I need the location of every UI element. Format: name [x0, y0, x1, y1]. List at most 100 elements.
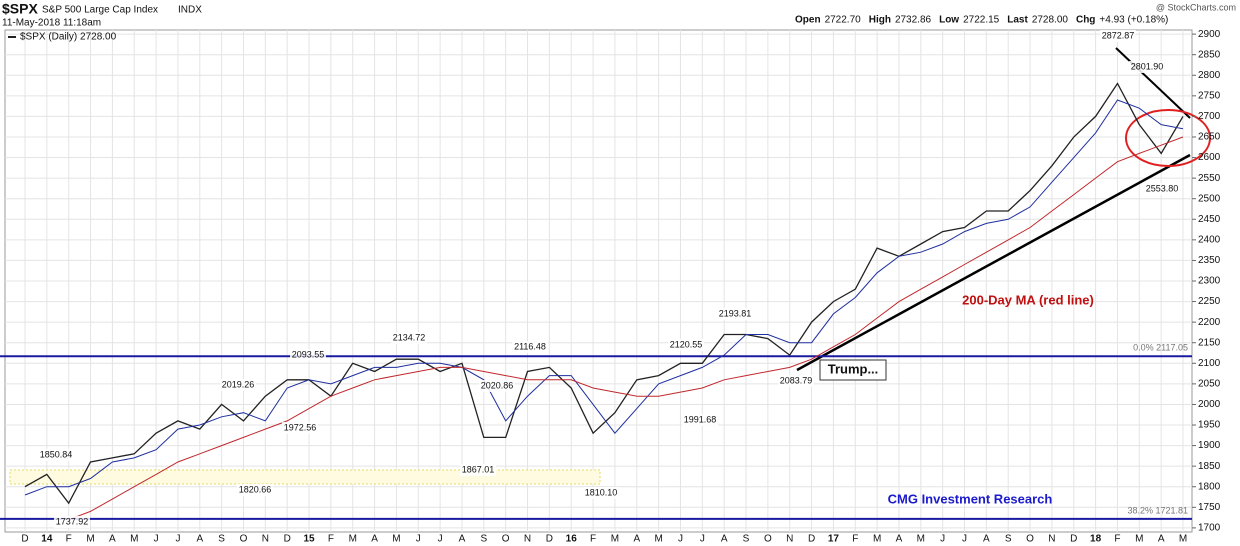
index-name: S&P 500 Large Cap Index [42, 5, 158, 16]
y-tick-label: 1900 [1198, 440, 1221, 451]
y-tick-label: 2250 [1198, 296, 1221, 307]
x-tick-label: D [1070, 534, 1077, 545]
x-tick-label: D [808, 534, 815, 545]
x-tick-label: 17 [828, 534, 840, 545]
x-tick-label: O [1026, 534, 1034, 545]
y-tick-label: 2350 [1198, 255, 1221, 266]
x-tick-label: D [284, 534, 291, 545]
quote-label: Chg [1076, 15, 1095, 26]
annotation: 1850.84 [40, 449, 73, 459]
x-tick-label: A [983, 534, 990, 545]
x-tick-label: M [86, 534, 94, 545]
annotation: 1972.56 [284, 422, 317, 432]
x-tick-label: F [328, 534, 334, 545]
x-tick-label: J [700, 534, 705, 545]
x-tick-label: M [1179, 534, 1187, 545]
horizontal-line-label: 0.0% 2117.05 [1133, 343, 1188, 353]
y-tick-label: 1950 [1198, 420, 1221, 431]
x-tick-label: A [109, 534, 116, 545]
x-tick-label: M [1135, 534, 1143, 545]
x-tick-label: J [154, 534, 159, 545]
annotation-bg [778, 375, 814, 387]
y-tick-label: 2500 [1198, 193, 1221, 204]
annotation: 2083.79 [780, 375, 813, 385]
y-tick-label: 2050 [1198, 379, 1221, 390]
x-tick-label: N [524, 534, 531, 545]
annotation: 2193.81 [719, 308, 752, 318]
x-tick-label: N [786, 534, 793, 545]
date: 11-May-2018 11:18am [2, 18, 101, 29]
x-tick-label: A [1158, 534, 1165, 545]
annotation: 2120.55 [670, 339, 703, 349]
quote-label: Low [939, 15, 959, 26]
x-tick-label: J [416, 534, 421, 545]
x-tick-label: M [873, 534, 881, 545]
annotation-bg [479, 380, 515, 392]
y-tick-label: 2650 [1198, 132, 1221, 143]
x-tick-label: J [438, 534, 443, 545]
highlight-ellipse [1125, 109, 1211, 167]
annotation-bg [290, 349, 326, 361]
x-tick-label: A [459, 534, 466, 545]
annotation-bg [220, 379, 256, 391]
x-tick-label: N [262, 534, 269, 545]
annotation-bg [38, 449, 74, 461]
callout: Trump... [828, 361, 879, 376]
y-tick-label: 2300 [1198, 276, 1221, 287]
x-tick-label: J [962, 534, 967, 545]
x-tick-label: M [349, 534, 357, 545]
x-tick-label: O [240, 534, 248, 545]
x-tick-label: J [175, 534, 180, 545]
source: @ StockCharts.com [1156, 2, 1236, 12]
x-tick-label: D [21, 534, 28, 545]
x-tick-label: F [66, 534, 72, 545]
x-tick-label: A [633, 534, 640, 545]
y-tick-label: 1700 [1198, 523, 1221, 534]
annotation: 2020.86 [481, 380, 514, 390]
annotation: 1991.68 [684, 414, 717, 424]
x-tick-label: A [721, 534, 728, 545]
annotation: 1820.66 [239, 484, 272, 494]
annotation: 1737.92 [56, 516, 89, 526]
y-tick-label: 2900 [1198, 29, 1221, 40]
series-line [24, 82, 1184, 505]
annotation-bg [237, 484, 273, 496]
x-tick-label: F [590, 534, 596, 545]
x-tick-label: S [743, 534, 750, 545]
y-tick-label: 2400 [1198, 234, 1221, 245]
y-tick-label: 2450 [1198, 214, 1221, 225]
annotation-bg [391, 332, 427, 344]
x-tick-label: 14 [41, 534, 53, 545]
annotation: 2872.87 [1102, 30, 1135, 40]
y-tick-label: 2850 [1198, 49, 1221, 60]
x-tick-label: S [218, 534, 225, 545]
quote-value: +4.93 (+0.18%) [1099, 15, 1168, 26]
x-tick-label: 18 [1090, 534, 1102, 545]
annotation: 1810.10 [585, 487, 618, 497]
y-tick-label: 2100 [1198, 358, 1221, 369]
annotation: 2019.26 [222, 379, 255, 389]
x-tick-label: M [130, 534, 138, 545]
annotation-bg [1100, 30, 1136, 42]
y-tick-label: 2200 [1198, 317, 1221, 328]
annotation: 2801.90 [1131, 61, 1164, 71]
x-tick-label: M [611, 534, 619, 545]
x-tick-label: M [654, 534, 662, 545]
y-tick-label: 2700 [1198, 111, 1221, 122]
annotation-bg [717, 308, 753, 320]
trendline [1115, 47, 1191, 119]
annotation-bg [512, 341, 548, 353]
annotation-bg [583, 487, 619, 499]
quote-value: 2728.00 [1032, 15, 1069, 26]
x-tick-label: S [480, 534, 487, 545]
quote-label: High [869, 15, 891, 26]
annotation: 1867.01 [462, 464, 495, 474]
symbol: $SPX [2, 1, 38, 17]
y-tick-label: 2600 [1198, 152, 1221, 163]
x-tick-label: N [1048, 534, 1055, 545]
annotation: 2553.80 [1146, 183, 1179, 193]
x-tick-label: J [678, 534, 683, 545]
x-tick-label: 15 [303, 534, 315, 545]
y-tick-label: 2150 [1198, 337, 1221, 348]
annotation: 2116.48 [514, 341, 546, 351]
